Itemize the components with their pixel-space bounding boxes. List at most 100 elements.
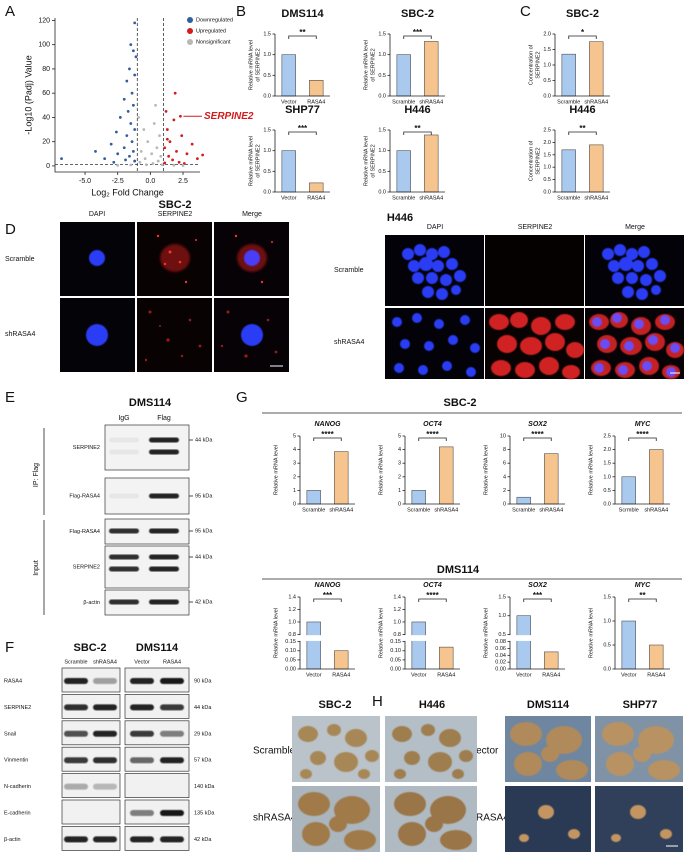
blot-band [93, 730, 117, 737]
lane-label: Scramble [64, 659, 87, 665]
blot-band [109, 449, 139, 455]
point [103, 157, 107, 161]
point [180, 134, 184, 138]
point [109, 142, 113, 146]
point [60, 157, 63, 161]
significance-bracket [568, 131, 597, 135]
panel-label: A [5, 3, 15, 20]
x-tick-label: RASA4 [647, 672, 665, 678]
y-tick-label: 1.0 [393, 619, 401, 625]
point [171, 158, 174, 162]
size-label: 44 kDa [195, 437, 213, 443]
y-tick-label: 1.0 [263, 148, 271, 154]
blot [61, 799, 121, 825]
size-label: 90 kDa [194, 678, 212, 684]
chart-title: OCT4 [423, 582, 442, 589]
y-tick-label: 5 [398, 433, 401, 439]
y-tick-label: 1.5 [263, 31, 271, 37]
x-tick-label: Scramble [557, 99, 580, 105]
x-tick-label: Scramble [392, 195, 415, 201]
bar [309, 80, 324, 97]
y-axis-label: Relative mRNA level [248, 40, 254, 90]
significance: **** [426, 430, 439, 439]
chart-title: SOX2 [528, 421, 547, 428]
lane-label: Vector [134, 659, 150, 665]
y-axis-label: SERPINE2 [535, 147, 541, 174]
blot [124, 773, 190, 798]
y-tick-label: 1 [398, 488, 401, 494]
y-tick-label: 0.0 [263, 189, 271, 195]
x-tick-label: RASA4 [332, 672, 350, 678]
blot-label: Snail [4, 731, 16, 737]
y-tick-label: 4 [503, 474, 506, 480]
y-tick-label: 1.0 [603, 618, 611, 624]
blot-band [64, 757, 88, 764]
blot-band [149, 566, 179, 572]
significance: **** [426, 591, 439, 600]
y-tick-label: 1.0 [378, 148, 386, 154]
group-label: IP: Flag [33, 463, 40, 487]
significance: **** [636, 430, 649, 439]
x-tick-label: RASA4 [437, 672, 455, 678]
y-tick-label: 0.5 [378, 73, 386, 79]
x-tick-label: shRASA4 [329, 507, 353, 513]
size-label: 44 kDa [195, 554, 213, 560]
blot-band [93, 757, 117, 764]
y-tick-label: 2.0 [603, 447, 611, 453]
y-tick-label: 8 [503, 447, 506, 453]
y-tick-label: 1.0 [498, 613, 506, 619]
column-header: SERPINE2 [518, 224, 553, 231]
panel-title: H446 [387, 212, 413, 224]
lane-label: Flag [157, 415, 171, 422]
significance-bracket [313, 437, 342, 441]
bar [309, 182, 324, 193]
point [159, 154, 163, 158]
panel-title: DMS114 [136, 642, 179, 654]
point [116, 163, 120, 167]
y-tick-label: 100 [38, 42, 50, 49]
chart-title: SBC-2 [566, 8, 599, 20]
y-tick-label: 1.5 [603, 594, 611, 600]
annotation: SERPINE2 [204, 111, 254, 122]
bar [424, 134, 439, 193]
size-label: 95 kDa [195, 528, 213, 534]
x-tick-label: shRASA4 [419, 195, 443, 201]
y-tick-label: 2 [398, 474, 401, 480]
y-tick-label: 0.5 [543, 177, 551, 183]
x-tick-label: Scramble [302, 507, 325, 513]
y-tick-label: 1.2 [288, 607, 296, 613]
y-axis-label: Relative mRNA level [378, 608, 384, 658]
size-label: 29 kDa [194, 731, 212, 737]
y-tick-label: 0.15 [285, 639, 296, 645]
point [137, 116, 141, 119]
x-tick-label: Vector [621, 672, 637, 678]
point [181, 164, 185, 167]
significance: ** [414, 124, 421, 133]
y-tick-label: 1.5 [378, 31, 386, 37]
legend-swatch [187, 39, 193, 45]
column-header: SHP77 [623, 699, 658, 711]
point [156, 159, 160, 163]
y-axis-label: -Log10 (Padj) Value [23, 55, 33, 134]
blot-band [130, 836, 154, 843]
row-label: Scramble [253, 746, 296, 757]
y-axis-label: of SERPINE2 [255, 48, 261, 81]
point [139, 149, 143, 153]
x-tick-label: RASA4 [542, 672, 560, 678]
significance-bracket [403, 131, 432, 135]
y-tick-label: 1.4 [288, 594, 296, 600]
y-axis-label: Relative mRNA level [363, 40, 369, 90]
point [160, 163, 164, 167]
blot-band [93, 704, 117, 711]
blot-band [64, 704, 88, 711]
row-label: shRASA4 [334, 339, 364, 346]
x-tick-label: Scramble [392, 99, 415, 105]
y-tick-label: 0.0 [543, 189, 551, 195]
y-tick-label: 4 [398, 447, 401, 453]
point [143, 157, 147, 161]
y-tick-label: 4 [293, 447, 296, 453]
significance-bracket [628, 598, 657, 602]
blot-band [160, 678, 184, 684]
y-tick-label: 0.5 [498, 632, 506, 638]
blot-band [149, 493, 179, 499]
